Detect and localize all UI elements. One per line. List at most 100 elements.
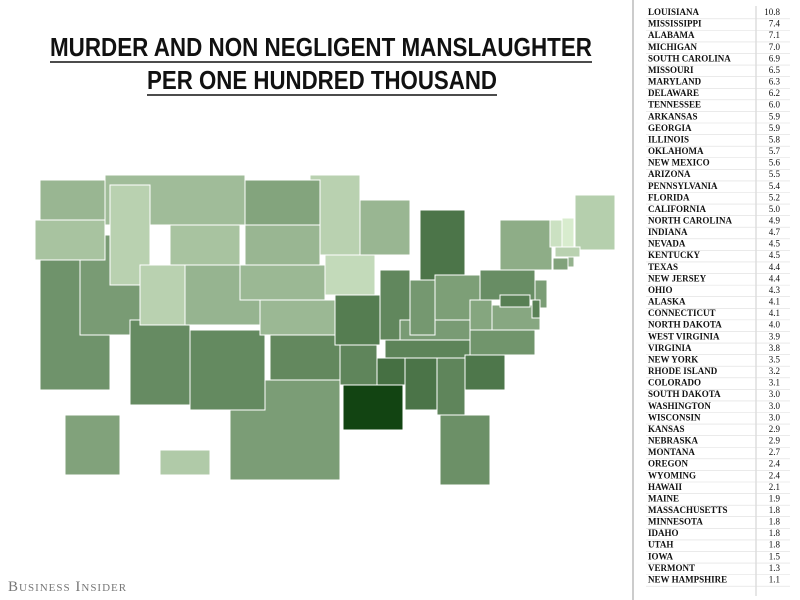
state	[419, 209, 466, 286]
state	[574, 194, 616, 251]
state	[499, 294, 531, 308]
state-value: 4.3	[769, 285, 781, 295]
state-value: 7.1	[769, 30, 780, 40]
state-name: IDAHO	[648, 528, 679, 538]
state	[342, 384, 404, 431]
state-value: 5.9	[769, 111, 781, 121]
state-value: 1.9	[769, 493, 781, 503]
state-value: 4.5	[769, 250, 781, 260]
state-name: SOUTH CAROLINA	[648, 53, 731, 63]
state-value: 2.4	[769, 470, 781, 480]
source: Business Insider	[8, 579, 127, 595]
state-value: 4.5	[769, 239, 781, 249]
state-name: NEW MEXICO	[648, 158, 710, 168]
state-name: KANSAS	[648, 424, 685, 434]
state-value: 1.8	[769, 517, 781, 527]
state-value: 4.4	[769, 262, 781, 272]
state-name: UTAH	[648, 540, 673, 550]
state	[129, 319, 191, 406]
state	[404, 354, 438, 411]
state	[469, 299, 493, 331]
state-value: 5.2	[769, 192, 780, 202]
state-name: VIRGINIA	[648, 343, 692, 353]
state-value: 10.8	[764, 7, 780, 17]
state	[169, 224, 241, 266]
state	[34, 219, 106, 261]
state	[359, 199, 411, 256]
state-name: TENNESSEE	[648, 100, 701, 110]
state-value: 2.7	[769, 447, 781, 457]
state	[269, 334, 341, 381]
state-name: KENTUCKY	[648, 250, 701, 260]
state-value: 1.8	[769, 528, 781, 538]
state-value: 6.3	[769, 77, 781, 87]
state-value: 4.7	[769, 227, 781, 237]
state-name: MARYLAND	[648, 77, 702, 87]
state-value: 4.1	[769, 297, 780, 307]
state-name: DELAWARE	[648, 88, 699, 98]
state-value: 5.0	[769, 204, 781, 214]
state-name: NEBRASKA	[648, 436, 699, 446]
state-value: 2.4	[769, 459, 781, 469]
state-value: 3.9	[769, 331, 781, 341]
state-name: NEW YORK	[648, 354, 698, 364]
state	[334, 294, 381, 346]
state-name: WASHINGTON	[648, 401, 711, 411]
state-value: 7.0	[769, 42, 781, 52]
state	[554, 246, 581, 258]
map	[34, 174, 616, 486]
state-name: PENNSYLVANIA	[648, 181, 718, 191]
state	[324, 254, 376, 296]
state-name: MONTANA	[648, 447, 695, 457]
state	[384, 339, 471, 359]
state	[259, 299, 336, 336]
state	[189, 329, 266, 411]
state-name: OREGON	[648, 459, 689, 469]
state-name: ALASKA	[648, 297, 686, 307]
state-name: WEST VIRGINIA	[648, 331, 720, 341]
state	[339, 344, 378, 386]
table: LOUISIANA 10.8 MISSISSIPPI 7.4 ALABAMA 7.1 MIC…	[646, 7, 790, 587]
state	[552, 257, 569, 271]
state-name: MASSACHUSETTS	[648, 505, 728, 515]
state-value: 1.5	[769, 551, 781, 561]
state	[139, 264, 186, 326]
state	[499, 219, 553, 271]
state-name: NORTH CAROLINA	[648, 216, 732, 226]
state	[409, 279, 436, 336]
state-name: NEW JERSEY	[648, 273, 707, 283]
state-value: 1.3	[769, 563, 781, 573]
state-value: 5.9	[769, 123, 781, 133]
state	[567, 256, 575, 268]
state-name: OHIO	[648, 285, 673, 295]
state-value: 3.0	[769, 401, 781, 411]
state-name: VERMONT	[648, 563, 695, 573]
state-value: 3.5	[769, 354, 781, 364]
state-name: LOUISIANA	[648, 7, 700, 17]
state-name: FLORIDA	[648, 192, 690, 202]
state	[159, 449, 211, 476]
state	[39, 179, 106, 221]
title-line: MURDER AND NON NEGLIGENT MANSLAUGHTER	[50, 32, 592, 62]
state-value: 3.8	[769, 343, 781, 353]
state	[64, 414, 121, 476]
state-name: SOUTH DAKOTA	[648, 389, 721, 399]
state-value: 4.9	[769, 216, 781, 226]
state-name: INDIANA	[648, 227, 688, 237]
state-name: MICHIGAN	[648, 42, 697, 52]
state-name: HAWAII	[648, 482, 683, 492]
state-name: CALIFORNIA	[648, 204, 707, 214]
state-value: 3.0	[769, 389, 781, 399]
state-value: 6.9	[769, 53, 781, 63]
state-value: 4.4	[769, 273, 781, 283]
state-name: IOWA	[648, 551, 674, 561]
state-value: 5.8	[769, 134, 781, 144]
state-name: NEVADA	[648, 239, 686, 249]
state-name: GEORGIA	[648, 123, 692, 133]
state	[436, 354, 466, 416]
state-value: 1.8	[769, 505, 781, 515]
state	[244, 224, 321, 266]
state	[561, 217, 575, 249]
state-value: 6.0	[769, 100, 781, 110]
